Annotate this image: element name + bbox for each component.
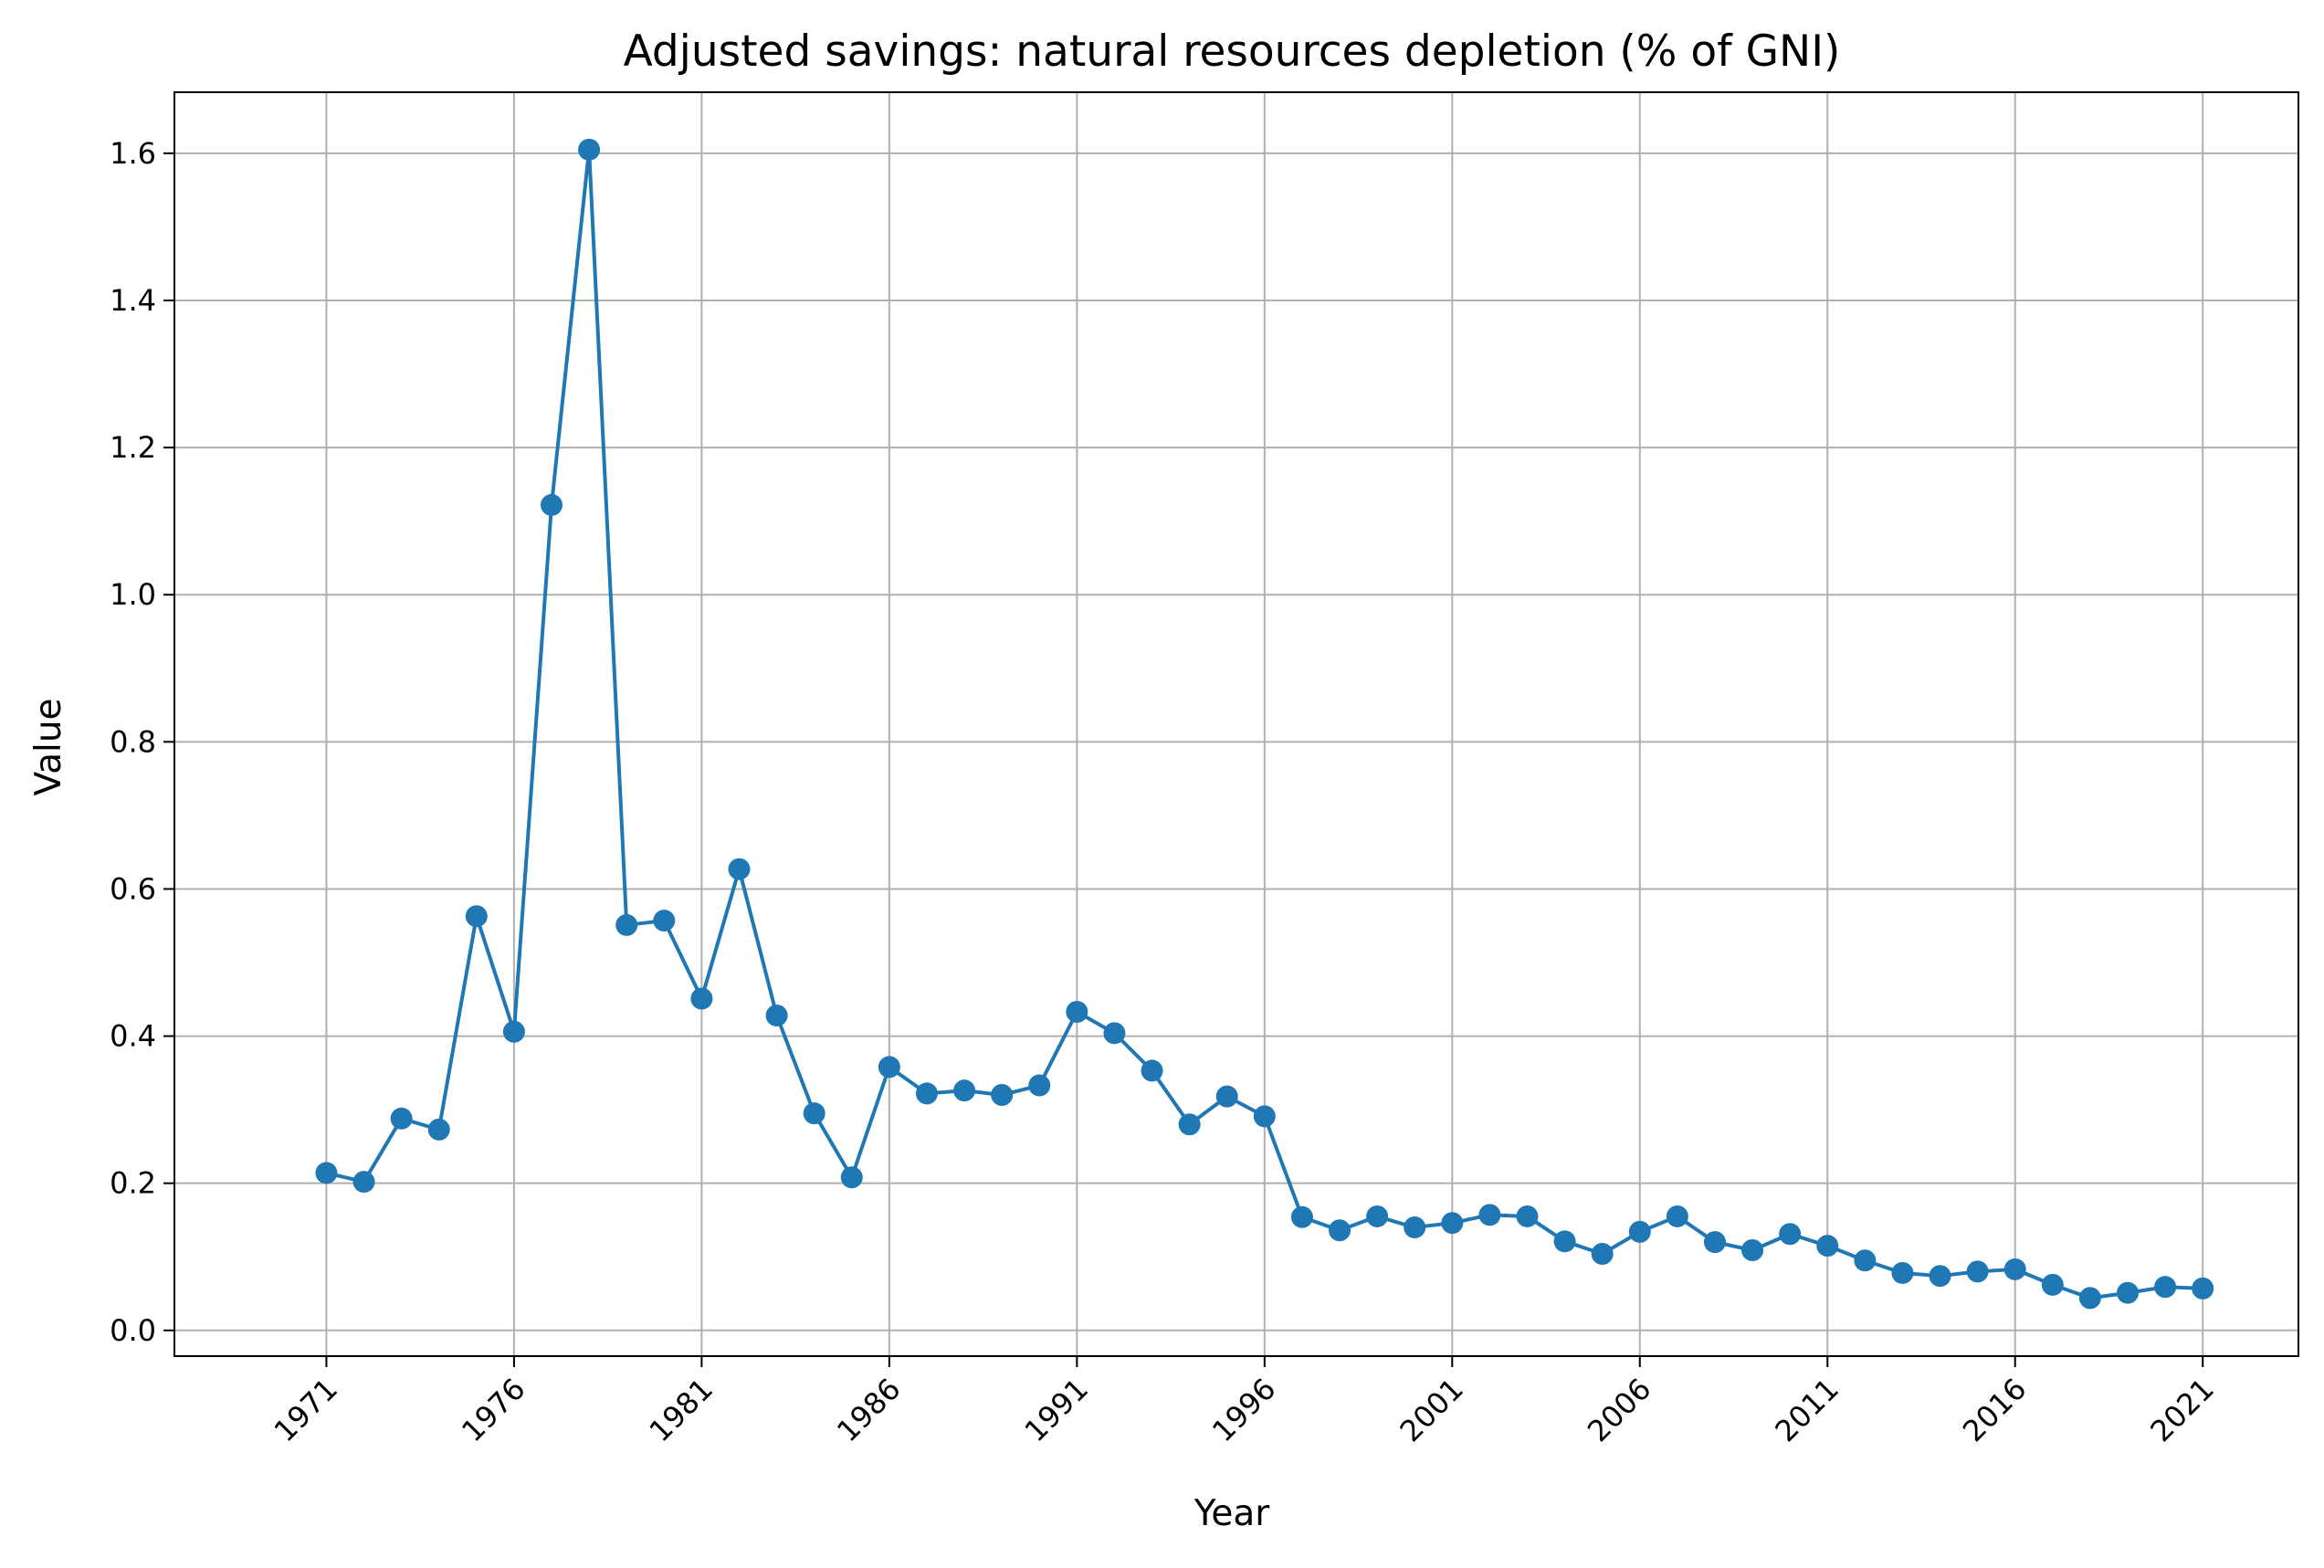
data-point: [1290, 1205, 1313, 1228]
data-point: [502, 1020, 525, 1043]
data-point: [1441, 1212, 1464, 1235]
data-point: [1253, 1105, 1276, 1128]
data-point: [1553, 1230, 1576, 1253]
data-point: [1516, 1205, 1539, 1227]
data-point: [390, 1107, 413, 1130]
data-point: [728, 858, 751, 880]
data-point: [427, 1118, 450, 1141]
data-point: [2117, 1281, 2140, 1304]
data-point: [1103, 1022, 1126, 1045]
data-point: [803, 1102, 825, 1125]
y-tick-label: 1.2: [110, 430, 156, 465]
data-point: [541, 493, 563, 516]
data-point: [690, 987, 713, 1010]
data-point: [2192, 1277, 2214, 1300]
y-tick-label: 0.0: [110, 1313, 156, 1348]
y-tick-label: 0.2: [110, 1166, 156, 1201]
y-tick-label: 1.0: [110, 577, 156, 612]
data-point: [2041, 1273, 2064, 1296]
data-point: [1666, 1205, 1688, 1227]
data-point: [878, 1056, 900, 1079]
series-layer: [315, 138, 2214, 1310]
data-point: [1591, 1243, 1614, 1266]
data-point: [2078, 1287, 2101, 1310]
data-point: [1628, 1220, 1651, 1243]
data-point: [352, 1171, 375, 1194]
y-tick-label: 0.8: [110, 724, 156, 759]
data-point: [315, 1162, 338, 1184]
y-tick-label: 1.6: [110, 136, 156, 171]
data-point: [1066, 1000, 1088, 1023]
data-point: [1891, 1261, 1914, 1284]
data-point: [1366, 1205, 1389, 1227]
data-point: [578, 138, 601, 161]
data-point: [1854, 1249, 1877, 1272]
x-axis-label: Year: [1194, 1493, 1271, 1534]
data-point: [1178, 1113, 1201, 1136]
data-point: [1966, 1260, 1989, 1283]
data-point: [1741, 1239, 1764, 1261]
gridlines: [174, 92, 2298, 1356]
data-point: [653, 910, 676, 932]
data-point: [2003, 1258, 2026, 1280]
data-point: [991, 1084, 1014, 1107]
data-point: [1404, 1216, 1426, 1239]
data-point: [1215, 1085, 1238, 1108]
data-point: [615, 913, 638, 936]
data-point: [953, 1079, 976, 1102]
data-point: [1478, 1204, 1501, 1226]
data-point: [465, 905, 488, 928]
data-point: [1703, 1231, 1726, 1254]
data-point: [2154, 1276, 2177, 1299]
data-point: [1028, 1074, 1051, 1097]
y-tick-label: 1.4: [110, 283, 156, 318]
data-point: [1329, 1219, 1351, 1242]
y-tick-label: 0.4: [110, 1019, 156, 1054]
data-point: [1816, 1235, 1839, 1258]
chart-title: Adjusted savings: natural resources depl…: [624, 26, 1841, 77]
y-tick-label: 0.6: [110, 871, 156, 906]
data-point: [1141, 1059, 1163, 1082]
data-point: [840, 1166, 863, 1189]
data-point: [765, 1005, 788, 1027]
data-point: [1929, 1265, 1951, 1288]
plot-frame: [174, 91, 2299, 1357]
data-point: [915, 1082, 938, 1105]
y-axis-label: Value: [28, 698, 69, 795]
data-point: [1779, 1223, 1802, 1246]
